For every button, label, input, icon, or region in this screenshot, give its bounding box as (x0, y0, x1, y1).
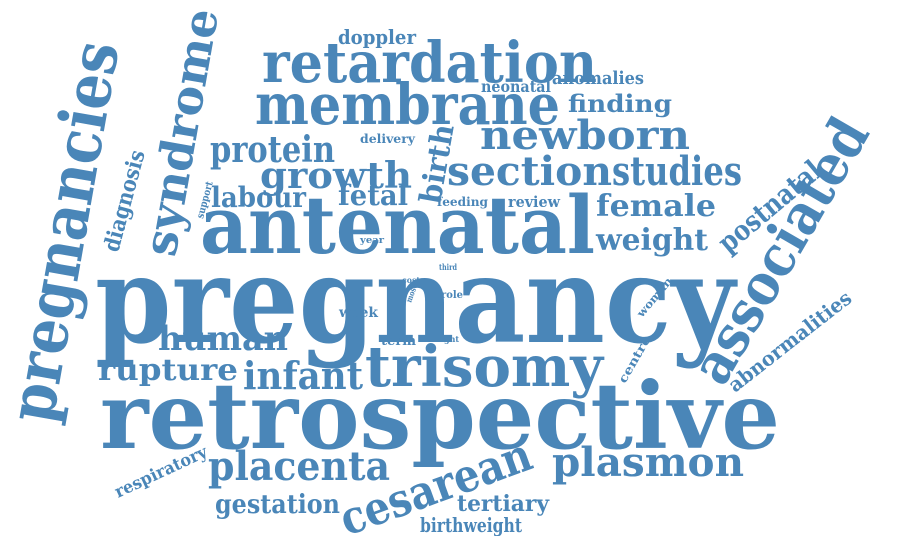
word-pregnancy: pregnancy (95, 230, 738, 371)
word-feeding: feeding (437, 195, 489, 209)
word-cost: cost (402, 275, 420, 285)
word-labour: labour (211, 181, 307, 214)
word-third: third (439, 262, 457, 272)
word-newborn: newborn (480, 112, 690, 159)
word-term: term (381, 334, 416, 349)
word-review: review (508, 193, 561, 211)
word-rupture: rupture (98, 353, 238, 388)
word-placenta: placenta (208, 443, 390, 490)
word-role: role (441, 290, 463, 301)
word-retardation: retardation (262, 30, 597, 96)
word-infant: infant (243, 353, 363, 398)
word-finding: finding (568, 89, 672, 118)
word-birthweight: birthweight (420, 513, 523, 536)
word-growth: growth (260, 155, 412, 197)
word-gestation: gestation (215, 490, 340, 520)
word-membrane: membrane (255, 72, 560, 138)
word-weight: weight (595, 223, 708, 258)
word-protein: protein (210, 129, 335, 171)
word-tertiary: tertiary (457, 491, 550, 517)
word-retrospective: retrospective (100, 362, 780, 470)
word-human: human (158, 319, 288, 359)
word-doppler: doppler (338, 25, 416, 49)
word-female: female (596, 189, 716, 224)
word-neonatal: neonatal (481, 77, 551, 96)
word-trisomy: trisomy (365, 334, 604, 400)
word-studies: studies (612, 148, 742, 195)
word-fetal: fetal (338, 179, 408, 212)
word-section: section (447, 148, 612, 195)
word-anomalies: anomalies (552, 68, 644, 89)
word-eight: eight (436, 334, 459, 344)
word-year: year (359, 236, 384, 246)
word-week: week (338, 305, 378, 321)
word-antenatal: antenatal (200, 178, 595, 272)
word-delivery: delivery (360, 132, 416, 146)
word-plasmon: plasmon (552, 439, 744, 486)
